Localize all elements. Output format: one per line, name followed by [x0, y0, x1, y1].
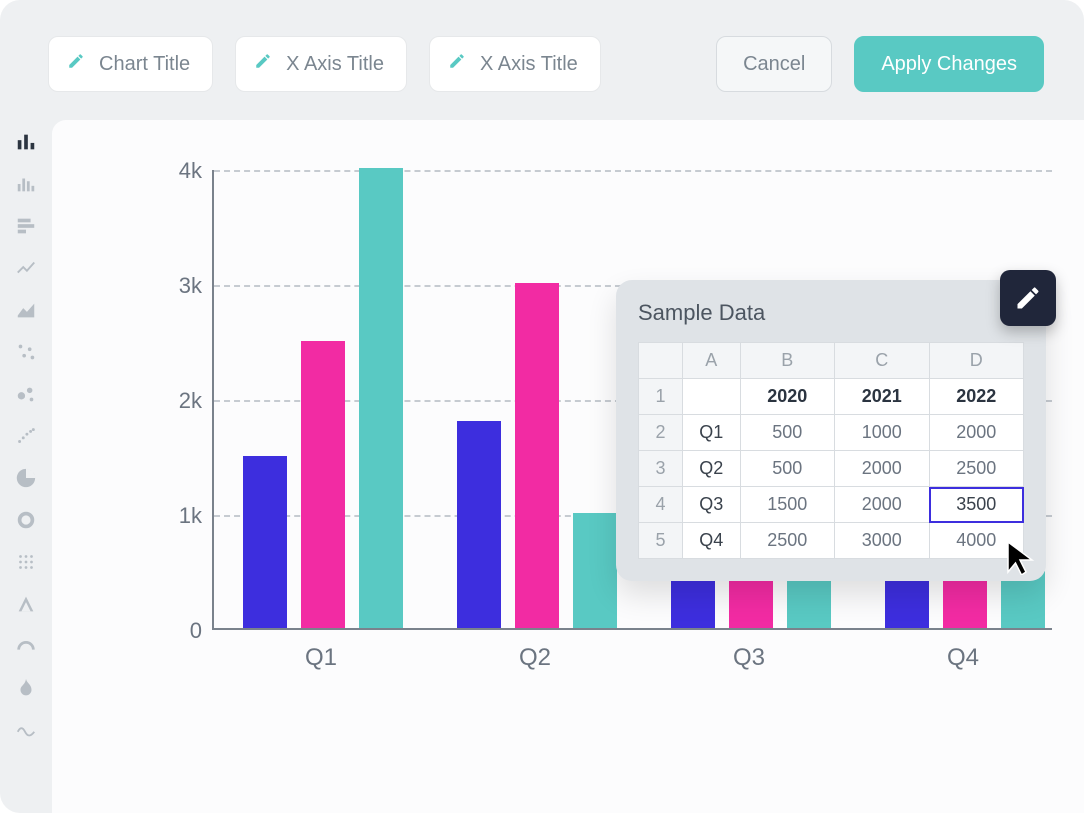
cursor-icon [1002, 539, 1038, 575]
row-header[interactable]: 3 [639, 451, 683, 487]
chart-title-label: Chart Title [99, 53, 190, 76]
column-header[interactable]: A [683, 343, 741, 379]
table-cell[interactable]: 2020 [740, 379, 834, 415]
table-cell[interactable]: Q3 [683, 487, 741, 523]
bar[interactable] [457, 421, 501, 628]
table-cell[interactable]: 2500 [740, 523, 834, 559]
pencil-icon [67, 52, 85, 76]
table-cell[interactable]: 2000 [929, 415, 1024, 451]
table-cell[interactable]: 3000 [835, 523, 929, 559]
bar[interactable] [243, 456, 287, 629]
horizontal-bar-icon[interactable] [10, 212, 42, 240]
column-header[interactable]: C [835, 343, 929, 379]
y-tick-label: 2k [132, 388, 202, 414]
x-tick-label: Q1 [241, 644, 401, 672]
data-table[interactable]: ABCD12020202120222Q1500100020003Q2500200… [638, 342, 1024, 559]
cancel-button[interactable]: Cancel [716, 36, 832, 92]
table-cell[interactable]: 3500 [929, 487, 1024, 523]
table-cell[interactable]: Q4 [683, 523, 741, 559]
toolbar: Chart Title X Axis Title X Axis Title Ca… [0, 0, 1084, 120]
row-header[interactable]: 5 [639, 523, 683, 559]
table-cell[interactable]: 2500 [929, 451, 1024, 487]
table-cell[interactable]: 500 [740, 451, 834, 487]
table-cell[interactable]: Q2 [683, 451, 741, 487]
table-cell[interactable]: 1500 [740, 487, 834, 523]
column-header[interactable]: B [740, 343, 834, 379]
donut-chart-icon[interactable] [10, 506, 42, 534]
gauge-arc-icon[interactable] [10, 632, 42, 660]
bar[interactable] [359, 168, 403, 628]
pencil-icon [254, 52, 272, 76]
table-cell[interactable]: 2000 [835, 451, 929, 487]
row-header[interactable]: 2 [639, 415, 683, 451]
x-axis-1-label: X Axis Title [286, 53, 384, 76]
flame-icon[interactable] [10, 674, 42, 702]
column-peaks-icon[interactable] [10, 170, 42, 198]
y-tick-label: 3k [132, 273, 202, 299]
scatter-dots-icon[interactable] [10, 338, 42, 366]
x-tick-label: Q3 [669, 644, 829, 672]
chart-canvas: 01k2k3k4kQ1Q2Q3Q4 Sample Data ABCD120202… [52, 120, 1084, 813]
x-tick-label: Q2 [455, 644, 615, 672]
table-cell[interactable] [683, 379, 741, 415]
matrix-icon[interactable] [10, 548, 42, 576]
sample-data-panel: Sample Data ABCD12020202120222Q150010002… [616, 280, 1046, 581]
bar[interactable] [301, 341, 345, 629]
line-chart-icon[interactable] [10, 254, 42, 282]
apply-changes-button[interactable]: Apply Changes [854, 36, 1044, 92]
dot-scatter-icon[interactable] [10, 422, 42, 450]
pencil-icon [448, 52, 466, 76]
x-axis-title-field-2[interactable]: X Axis Title [429, 36, 601, 92]
chart-type-sidebar [0, 120, 52, 813]
edit-data-button[interactable] [1000, 270, 1056, 326]
column-header[interactable]: D [929, 343, 1024, 379]
stacked-triangle-icon[interactable] [10, 590, 42, 618]
bar[interactable] [573, 513, 617, 628]
wave-line-icon[interactable] [10, 716, 42, 744]
row-header[interactable]: 1 [639, 379, 683, 415]
chart-title-field[interactable]: Chart Title [48, 36, 213, 92]
gridline [214, 170, 1052, 172]
bar[interactable] [515, 283, 559, 628]
x-tick-label: Q4 [883, 644, 1043, 672]
table-cell[interactable]: 2022 [929, 379, 1024, 415]
y-tick-label: 1k [132, 503, 202, 529]
row-header[interactable]: 4 [639, 487, 683, 523]
y-tick-label: 0 [132, 618, 202, 644]
pie-chart-icon[interactable] [10, 464, 42, 492]
x-axis-2-label: X Axis Title [480, 53, 578, 76]
y-tick-label: 4k [132, 158, 202, 184]
table-cell[interactable]: 1000 [835, 415, 929, 451]
table-cell[interactable]: Q1 [683, 415, 741, 451]
panel-title: Sample Data [638, 300, 1024, 326]
bubble-chart-icon[interactable] [10, 380, 42, 408]
table-cell[interactable]: 2021 [835, 379, 929, 415]
bar-chart-icon[interactable] [10, 128, 42, 156]
pencil-icon [1014, 284, 1042, 312]
column-header[interactable] [639, 343, 683, 379]
table-cell[interactable]: 2000 [835, 487, 929, 523]
table-cell[interactable]: 500 [740, 415, 834, 451]
x-axis-title-field-1[interactable]: X Axis Title [235, 36, 407, 92]
area-chart-icon[interactable] [10, 296, 42, 324]
